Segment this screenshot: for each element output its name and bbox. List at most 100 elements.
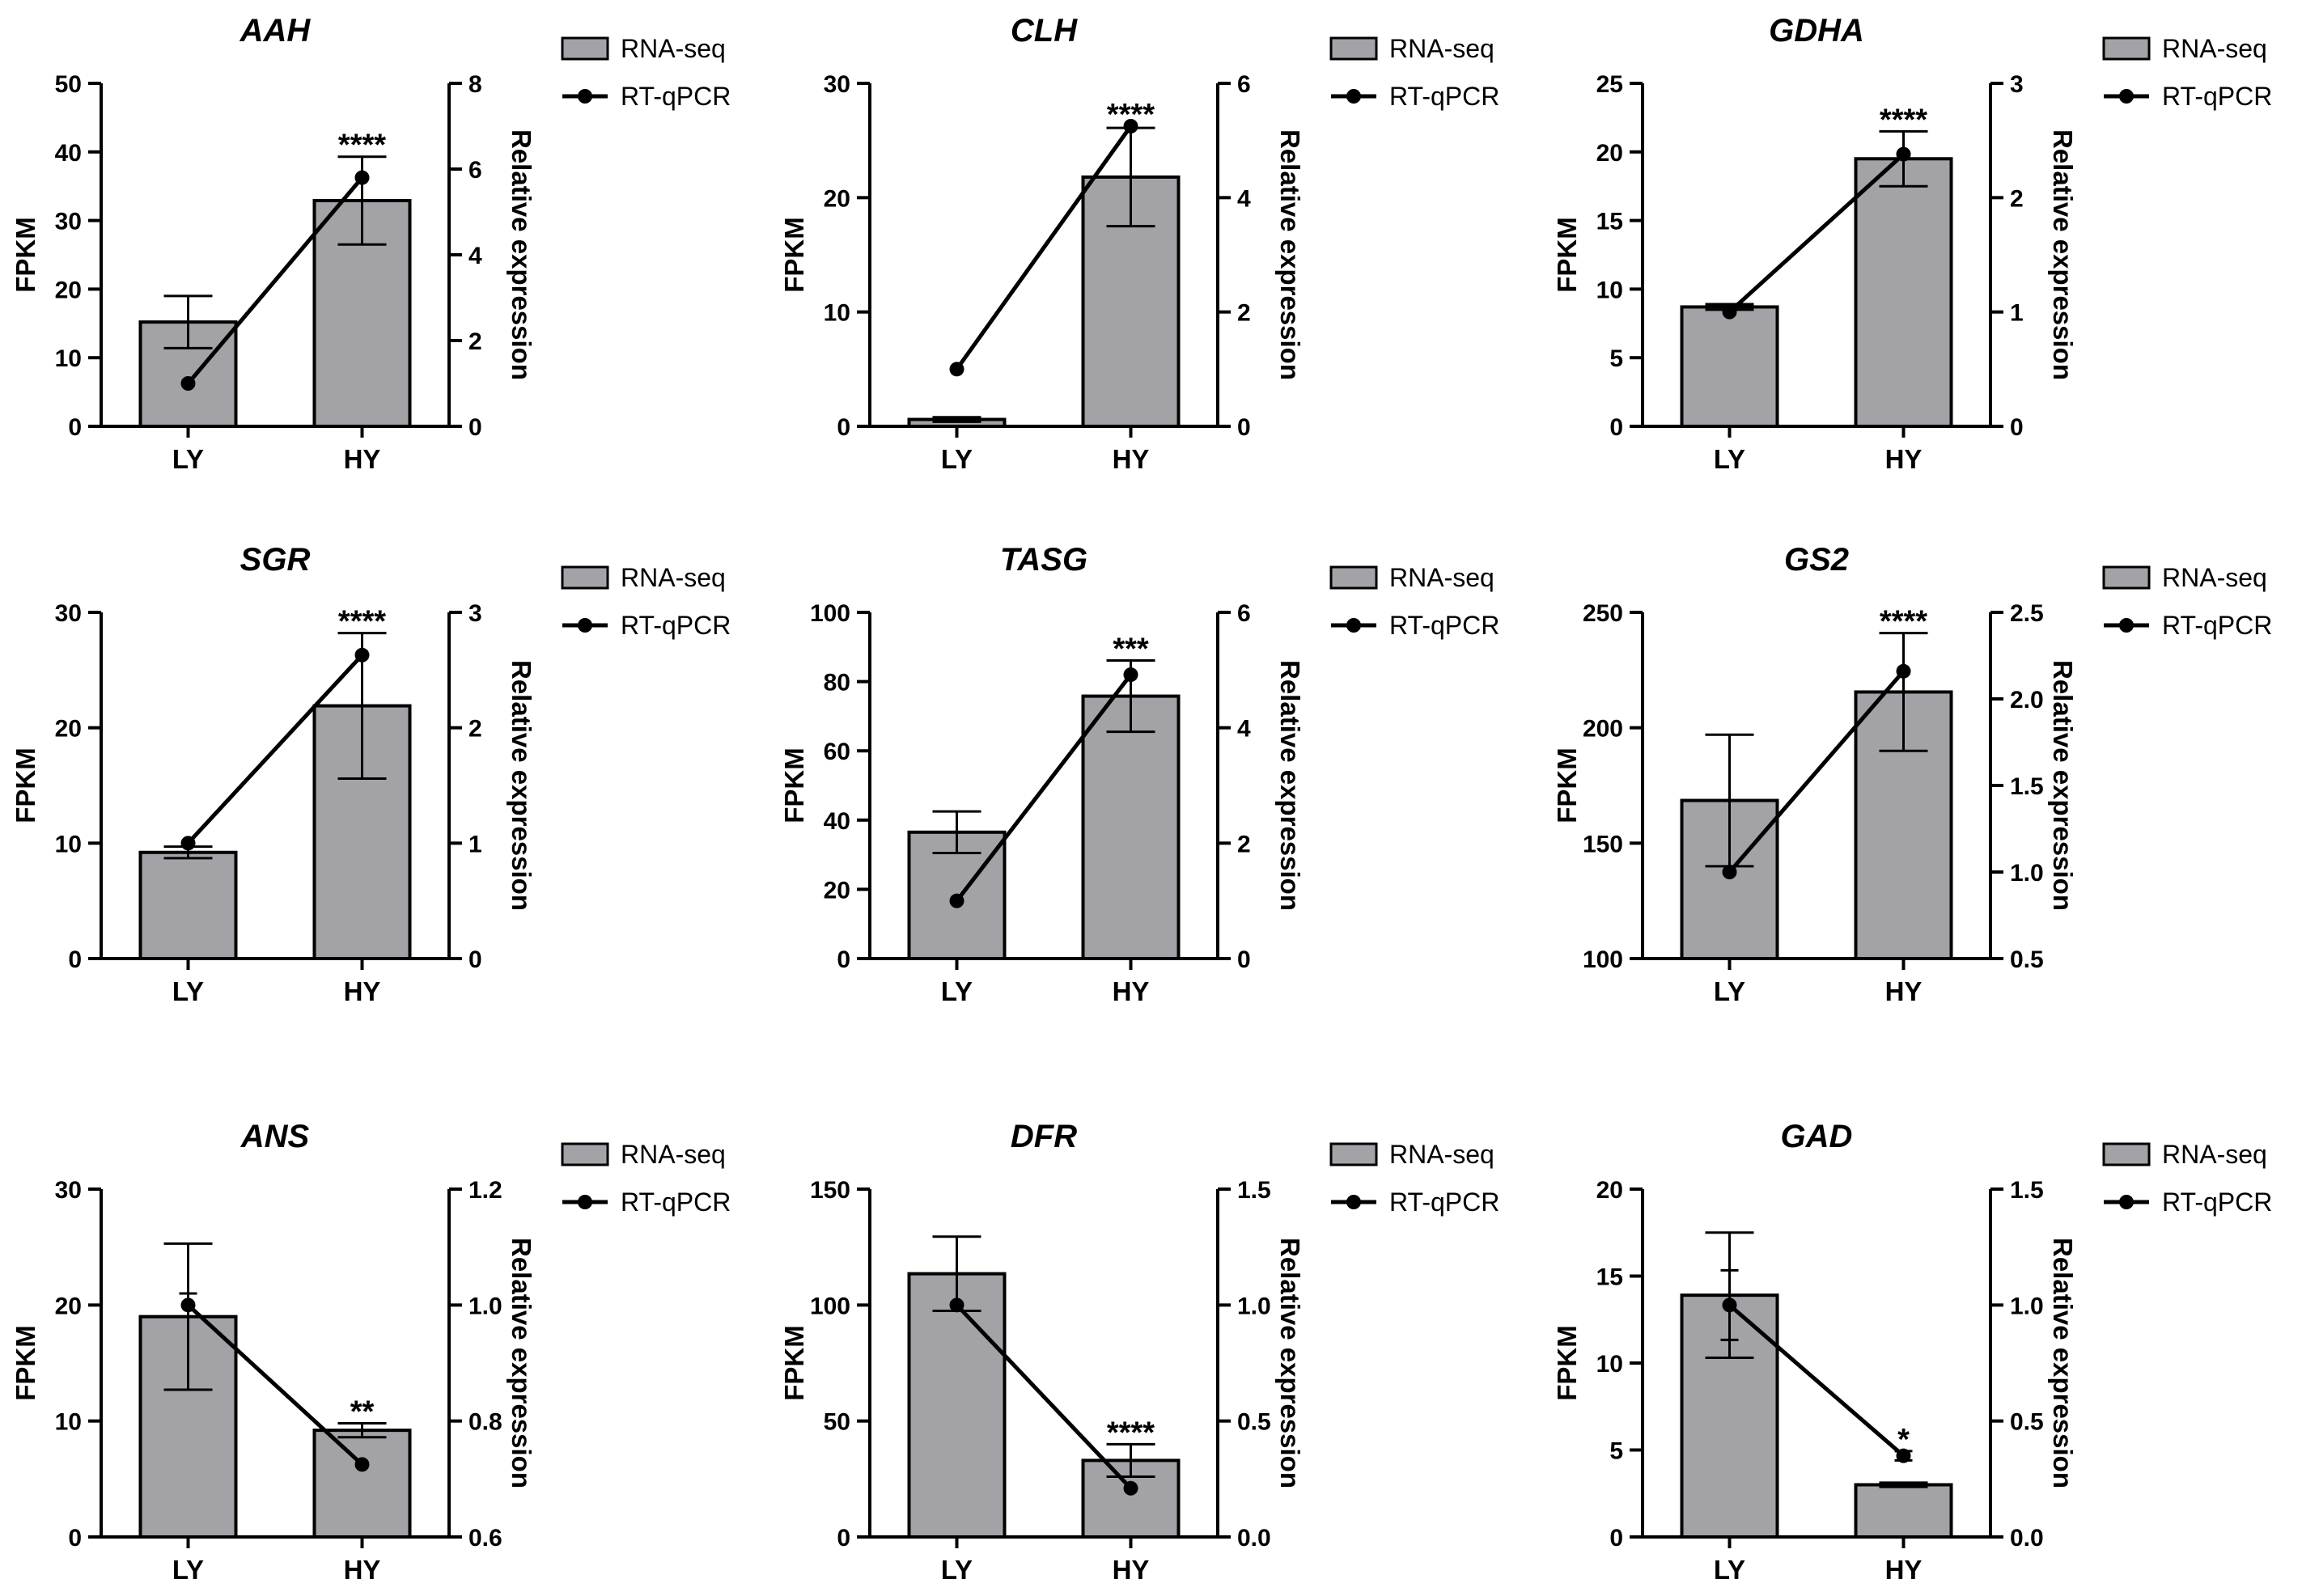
x-category-label: HY [344, 976, 381, 1006]
y-axis-title: FPKM [11, 217, 40, 293]
legend-bar-swatch [1329, 565, 1378, 590]
legend-bar-label: RNA-seq [2162, 34, 2267, 63]
legend-bar-swatch [1329, 1142, 1378, 1166]
y-tick-label: 100 [810, 1293, 850, 1319]
y2-tick-label: 1.5 [2010, 773, 2044, 800]
rt-qpcr-point-hy [1123, 1480, 1138, 1496]
y-tick-label: 5 [1609, 345, 1623, 372]
x-category-label: LY [941, 976, 973, 1006]
rt-qpcr-point-ly [1722, 1298, 1737, 1313]
y2-axis-title: Relative expression [507, 1238, 536, 1488]
y2-tick-label: 1.0 [2010, 860, 2044, 887]
y-tick-label: 200 [1583, 716, 1623, 743]
legend-bar-swatch [2102, 36, 2151, 61]
rt-qpcr-line [186, 1303, 364, 1467]
legend-line-label: RT-qPCR [1389, 611, 1499, 640]
bar-error-bar [1879, 1481, 1928, 1488]
y-tick-label: 100 [810, 600, 850, 627]
legend-bar-label: RNA-seq [1389, 34, 1494, 63]
chart-title: TASG [1000, 542, 1087, 578]
rt-qpcr-line [1728, 670, 1906, 874]
panel-dfr: DFR **** 0 50 100 150 0.0 0.5 1.0 1.5 LY HY FPKM Rela… [779, 1119, 1499, 1585]
y-tick-label: 30 [55, 600, 82, 627]
y-axis-title: FPKM [1552, 747, 1582, 823]
y-tick-label: 30 [55, 209, 82, 235]
legend-line-label: RT-qPCR [621, 1187, 731, 1217]
panel-clh: CLH **** 0 10 20 30 0 2 4 6 LY HY FPKM Relative expre… [779, 13, 1499, 474]
legend-bar-swatch [561, 565, 609, 590]
rt-qpcr-line [955, 125, 1133, 370]
y2-axis-title: Relative expression [2048, 1238, 2078, 1488]
y-tick-label: 0 [68, 946, 82, 973]
y2-tick-label: 0.5 [1237, 1409, 1271, 1436]
y2-tick-label: 0 [2010, 414, 2024, 441]
y2-axis-title: Relative expression [1275, 1238, 1305, 1488]
legend-line-label: RT-qPCR [621, 82, 731, 111]
y2-tick-label: 0.5 [2010, 1409, 2044, 1436]
y-tick-label: 0 [837, 1525, 850, 1552]
y-tick-label: 150 [810, 1177, 850, 1204]
rt-qpcr-point-ly [1722, 304, 1737, 320]
bar-ly [138, 850, 238, 961]
panel-gs2: GS2 **** 100 150 200 250 0.5 1.0 1.5 2.0 2.5 LY HY FP… [1552, 542, 2272, 1006]
y-tick-label: 20 [824, 185, 850, 212]
significance-label: **** [1107, 1416, 1155, 1450]
rt-qpcr-point-hy [1896, 1448, 1911, 1463]
legend-line-marker [2119, 89, 2134, 104]
chart-title: GS2 [1784, 542, 1849, 578]
y2-axis-title: Relative expression [1275, 129, 1305, 380]
rt-qpcr-point-hy [1896, 146, 1911, 162]
y2-tick-label: 3 [468, 600, 482, 627]
y-axis-title: FPKM [779, 1325, 809, 1401]
y2-tick-label: 4 [1237, 716, 1251, 743]
rt-qpcr-line [955, 1303, 1133, 1490]
rt-qpcr-point-ly [949, 1298, 964, 1313]
bar-error-bar [932, 416, 981, 423]
y-axis-title: FPKM [11, 1325, 40, 1401]
x-category-label: HY [1113, 444, 1150, 474]
x-category-label: LY [941, 1555, 973, 1585]
y-axis-title: FPKM [1552, 217, 1582, 293]
y2-tick-label: 6 [1237, 600, 1251, 627]
chart-title: CLH [1011, 13, 1078, 49]
rt-qpcr-line [1728, 1303, 1906, 1458]
y-tick-label: 0 [837, 946, 850, 973]
legend-bar-label: RNA-seq [2162, 1140, 2267, 1169]
x-category-label: LY [1714, 976, 1745, 1006]
rt-qpcr-line [186, 176, 364, 385]
legend-bar-swatch [2102, 565, 2151, 590]
rt-qpcr-point-hy [1896, 663, 1911, 679]
y2-tick-label: 0.6 [468, 1525, 502, 1552]
y-tick-label: 40 [55, 140, 82, 167]
legend-line-marker [578, 1195, 592, 1209]
y2-tick-label: 0 [468, 946, 482, 973]
y2-axis-title: Relative expression [507, 660, 536, 911]
y-tick-label: 0 [1609, 414, 1623, 441]
significance-label: **** [338, 605, 386, 639]
y2-tick-label: 4 [1237, 185, 1251, 212]
y-tick-label: 0 [68, 1525, 82, 1552]
significance-label: **** [1880, 605, 1927, 639]
rt-qpcr-point-hy [354, 1457, 370, 1472]
y2-tick-label: 2 [468, 716, 482, 743]
bar-hy [312, 704, 412, 960]
bar-hy [312, 1429, 412, 1539]
legend-line-label: RT-qPCR [621, 611, 731, 640]
y-tick-label: 0 [837, 414, 850, 441]
bar-ly [907, 1272, 1007, 1539]
x-category-label: LY [172, 444, 204, 474]
y2-tick-label: 4 [468, 243, 482, 269]
chart-title: ANS [240, 1119, 310, 1154]
panel-sgr: SGR **** 0 10 20 30 0 1 2 3 LY HY FPKM Relative expre… [11, 542, 731, 1006]
y-tick-label: 15 [1596, 1264, 1623, 1291]
y2-tick-label: 0.0 [2010, 1525, 2044, 1552]
legend-bar-label: RNA-seq [1389, 1140, 1494, 1169]
y2-tick-label: 2 [468, 328, 482, 355]
legend-bar-label: RNA-seq [1389, 563, 1494, 592]
y2-tick-label: 2.5 [2010, 600, 2044, 627]
bar-error-bar [337, 1422, 387, 1439]
y2-axis-title: Relative expression [2048, 129, 2078, 380]
y-tick-label: 5 [1609, 1438, 1623, 1465]
y2-tick-label: 0.8 [468, 1409, 502, 1436]
x-category-label: HY [344, 1555, 381, 1585]
